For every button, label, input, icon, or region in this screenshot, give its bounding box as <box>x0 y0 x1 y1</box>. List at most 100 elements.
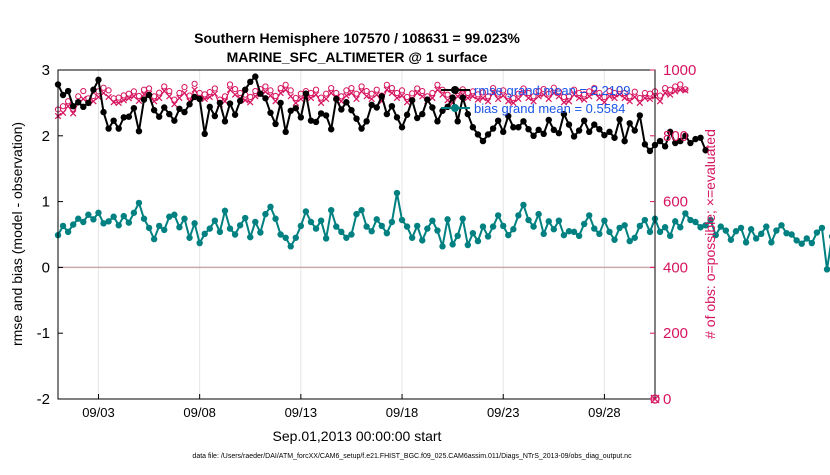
rmse-point <box>302 90 310 97</box>
bias-point <box>241 214 249 222</box>
rmse-point <box>333 95 340 103</box>
rmse-point <box>408 97 416 104</box>
bias-point <box>747 226 755 233</box>
rmse-point <box>702 147 709 154</box>
bias-point <box>611 236 618 243</box>
obs-possible-point <box>105 87 112 94</box>
rmse-point <box>75 99 82 106</box>
bias-point <box>732 228 740 235</box>
rmse-point <box>641 141 649 148</box>
obs-evaluated-point <box>322 95 330 103</box>
rmse-point <box>95 76 102 84</box>
bias-point <box>737 224 745 232</box>
rmse-point <box>672 139 679 147</box>
obs-possible-point <box>156 89 163 96</box>
obs-evaluated-point <box>252 93 259 100</box>
obs-evaluated-point <box>621 94 628 102</box>
rmse-point <box>64 87 72 95</box>
obs-evaluated-point <box>520 90 527 97</box>
obs-evaluated-point <box>161 87 168 95</box>
obs-evaluated-point <box>211 90 219 97</box>
rmse-series <box>54 73 709 155</box>
bias-point <box>226 225 234 232</box>
rmse-point <box>388 102 396 110</box>
bias-point <box>181 215 188 222</box>
obs-possible-point <box>161 83 168 90</box>
bias-point <box>641 216 649 224</box>
rmse-point <box>201 130 208 138</box>
y-right-tick-label: 1000 <box>663 62 696 79</box>
rmse-point <box>206 103 213 111</box>
obs-evaluated-point <box>611 94 618 102</box>
bias-point <box>530 223 537 230</box>
obs-possible-point <box>550 84 557 91</box>
obs-evaluated-point <box>545 95 552 103</box>
obs-possible-point <box>515 90 522 97</box>
obs-evaluated-point <box>343 92 350 99</box>
rmse-point <box>510 124 517 131</box>
rmse-point <box>59 91 67 99</box>
rmse-point <box>176 105 183 113</box>
obs-possible-point <box>231 85 239 93</box>
rmse-point <box>343 99 350 106</box>
obs-possible-point <box>429 89 436 97</box>
obs-evaluated-point <box>616 91 623 98</box>
obs-possible-point <box>469 88 476 95</box>
bias-point <box>763 223 770 230</box>
rmse-point <box>646 147 654 155</box>
bias-point <box>135 199 143 207</box>
bias-point <box>206 225 213 232</box>
y-right-tick-label: 0 <box>663 391 671 408</box>
bias-point <box>211 217 219 224</box>
bias-point <box>474 237 482 245</box>
obs-evaluated-point <box>176 94 183 102</box>
obs-possible-point <box>140 86 148 93</box>
rmse-point <box>140 96 148 103</box>
obs-possible-point <box>353 90 360 97</box>
bias-point <box>586 212 593 219</box>
bias-point <box>803 235 810 242</box>
bias-point <box>302 208 310 215</box>
obs-evaluated-point <box>130 93 138 100</box>
y-left-tick-label: 1 <box>42 194 50 211</box>
rmse-point <box>196 95 203 103</box>
rmse-point <box>241 86 249 93</box>
obs-evaluated-point <box>656 98 664 105</box>
legend-rmse-label: rmse grand mean = 2.2109 <box>474 83 630 98</box>
rmse-point <box>596 126 603 133</box>
obs-possible-point <box>317 94 325 101</box>
rmse-point <box>505 112 512 120</box>
bias-point <box>196 239 203 247</box>
axis-ticks: 09/03 09/08 09/13 09/18 09/23 09/28 -2 -1 0 1 2 3 0 2… <box>37 62 697 420</box>
obs-possible-point <box>80 87 87 95</box>
rmse-point <box>216 99 224 107</box>
bias-point <box>656 228 664 236</box>
bias-point <box>550 226 558 233</box>
rmse-point <box>530 132 537 139</box>
obs-possible-point <box>287 87 294 94</box>
rmse-point <box>687 139 694 147</box>
bias-point <box>469 229 477 237</box>
obs-evaluated-point <box>479 94 487 102</box>
y-left-tick-label: -1 <box>37 325 50 342</box>
obs-possible-point <box>277 84 284 92</box>
bias-point <box>419 237 426 244</box>
rmse-point <box>100 108 107 116</box>
rmse-point <box>231 111 239 118</box>
bias-point <box>459 215 466 222</box>
bias-point <box>100 220 107 227</box>
x-tick-label: 09/03 <box>82 405 115 420</box>
obs-possible-point <box>206 88 213 96</box>
rmse-point <box>586 128 593 136</box>
y-right-tick-label: 800 <box>663 128 688 145</box>
obs-possible-point <box>621 89 628 97</box>
obs-possible-point <box>145 85 153 92</box>
obs-evaluated-point <box>327 89 335 97</box>
rmse-point <box>555 129 563 137</box>
obs-possible-point <box>520 85 527 92</box>
obs-evaluated-point <box>307 94 315 102</box>
obs-evaluated-point <box>115 99 122 107</box>
obs-possible-point <box>606 87 613 95</box>
obs-evaluated-point <box>398 92 406 99</box>
bias-point <box>287 243 294 250</box>
